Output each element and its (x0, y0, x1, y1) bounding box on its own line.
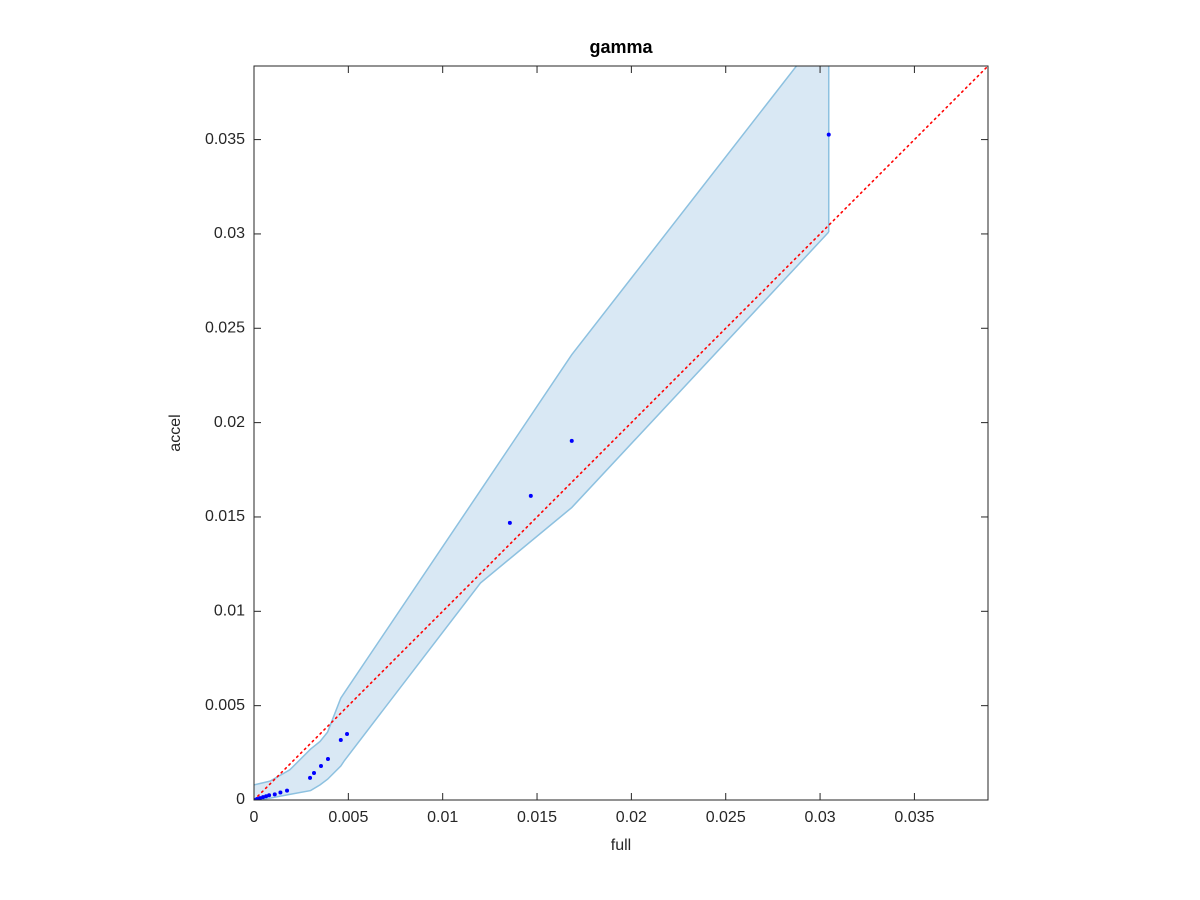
x-tick-label: 0.03 (804, 809, 835, 826)
point (272, 792, 277, 797)
point (826, 132, 831, 137)
band-fill (254, 66, 829, 800)
y-tick-label: 0.02 (214, 414, 245, 431)
x-tick-label: 0.025 (706, 809, 746, 826)
reference-line (254, 66, 988, 800)
x-tick-label: 0 (250, 809, 259, 826)
x-tick-label: 0.01 (427, 809, 458, 826)
chart-title: gamma (589, 37, 653, 57)
point (325, 757, 330, 762)
band-upper (254, 66, 798, 786)
point (345, 731, 350, 736)
band-lower (254, 231, 830, 800)
y-tick-label: 0.035 (205, 131, 245, 148)
point (264, 794, 269, 799)
point (285, 788, 290, 793)
point (312, 771, 317, 776)
x-tick-label: 0.02 (616, 809, 647, 826)
y-tick-label: 0.01 (214, 603, 245, 620)
point (261, 795, 266, 800)
point (318, 764, 323, 769)
y-tick-label: 0 (236, 791, 245, 808)
point (278, 790, 283, 795)
point (569, 438, 574, 443)
x-tick-label: 0.015 (517, 809, 557, 826)
y-tick-label: 0.03 (214, 225, 245, 242)
y-tick-label: 0.025 (205, 319, 245, 336)
axes: 0 0.005 0.01 0.015 0.02 0.025 0.03 0.035 0 0.005 0… (205, 65, 989, 826)
axes-box (253, 65, 989, 801)
x-tick-label: 0.005 (328, 809, 368, 826)
point (258, 796, 263, 800)
point (267, 793, 272, 798)
y-tick-label: 0.015 (205, 508, 245, 525)
y-axis-label: accel (167, 414, 184, 451)
point (338, 737, 343, 742)
plot-area (254, 66, 988, 800)
point (507, 520, 512, 525)
point (528, 493, 533, 498)
x-axis-label: full (611, 837, 631, 854)
point (255, 797, 260, 800)
x-tick-label: 0.035 (894, 809, 934, 826)
point (308, 775, 313, 780)
y-tick-label: 0.005 (205, 697, 245, 714)
